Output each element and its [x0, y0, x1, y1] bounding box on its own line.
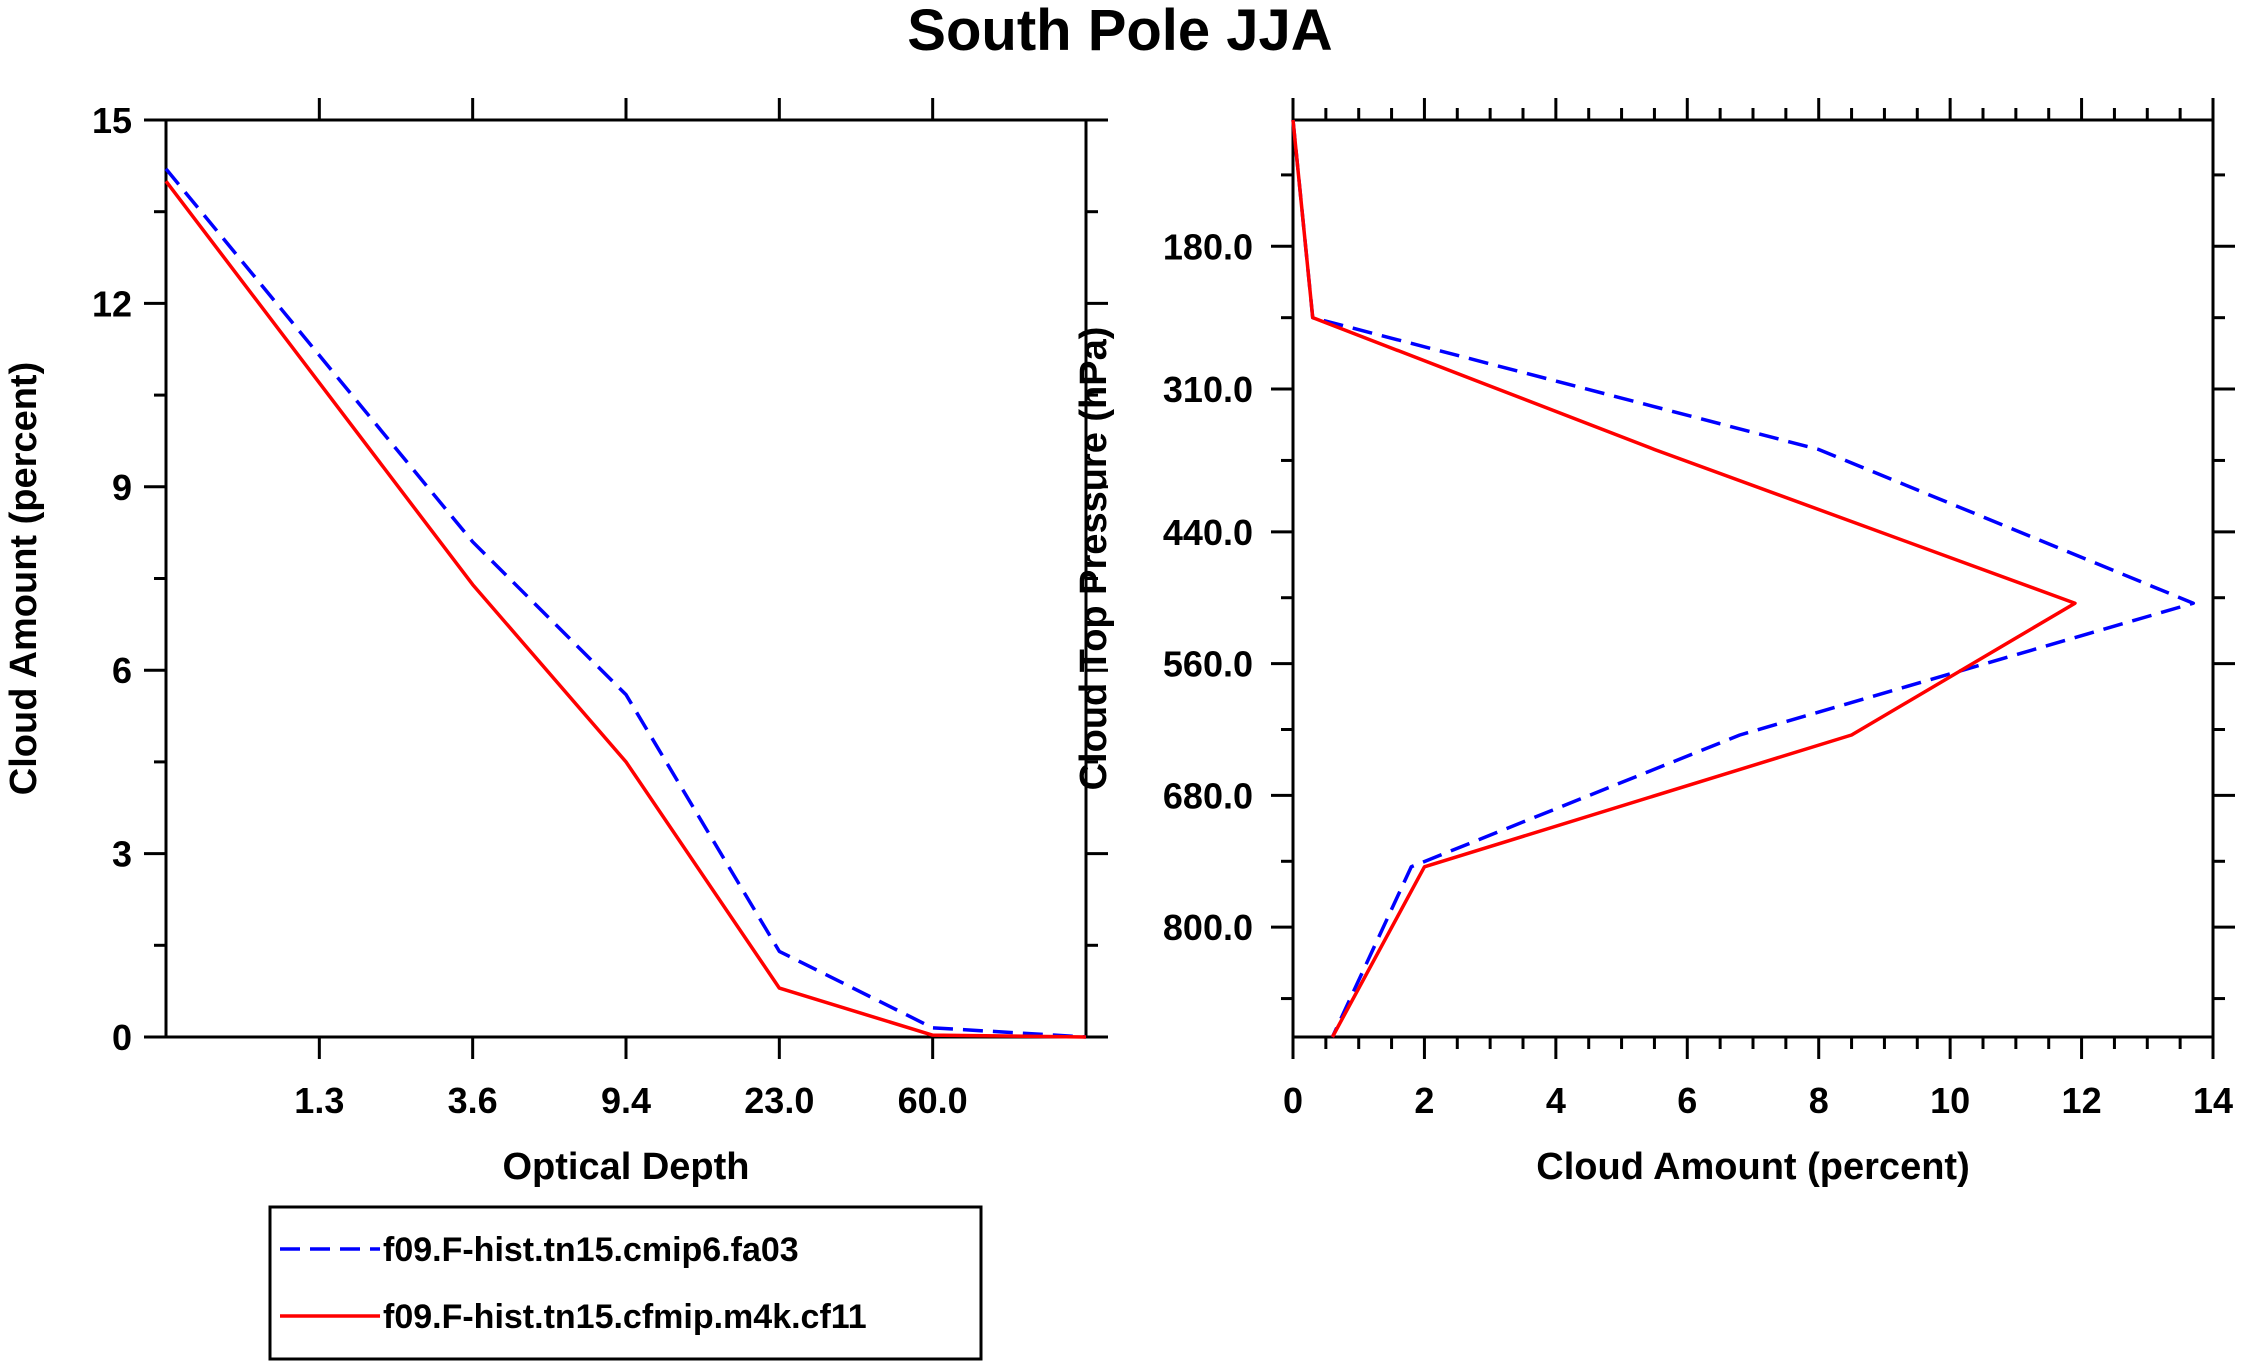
left-x-axis-label: Optical Depth: [502, 1146, 749, 1188]
right-panel-cloud-top-pressure: 0 2 4 6 8 10 12 14 180.0 310.0 440.0 560.0 680.0 800.…: [1073, 98, 2235, 1188]
right-x-tick-label: 6: [1677, 1080, 1697, 1121]
right-y-tick-label: 560.0: [1163, 644, 1253, 685]
right-x-tick-label: 2: [1414, 1080, 1434, 1121]
legend-label-cmip6-fa03: f09.F-hist.tn15.cmip6.fa03: [383, 1231, 799, 1269]
left-panel-optical-depth: 0 3 6 9 12 15 1.3 3.6 9.4 23.0 60.0 Optical Depth Cl…: [3, 98, 1108, 1188]
left-y-tick-label: 3: [112, 834, 132, 875]
right-x-tick-label: 14: [2193, 1080, 2233, 1121]
right-y-tick-label: 180.0: [1163, 226, 1253, 267]
left-series-f09-f-hist-tn15-cmip6-fa03: [164, 167, 1087, 1039]
right-x-tick-label: 8: [1809, 1080, 1829, 1121]
right-plot-frame: [1291, 118, 2215, 1039]
right-y-tick-label: 800.0: [1163, 907, 1253, 948]
right-y-axis-label: Cloud Top Pressure (hPa): [1073, 327, 1115, 791]
right-y-tick-label: 680.0: [1163, 775, 1253, 816]
left-plot-frame: [164, 118, 1088, 1039]
right-x-axis-label: Cloud Amount (percent): [1536, 1146, 1969, 1188]
left-series-f09-f-hist-tn15-cfmip-m4k-cf11: [164, 180, 1087, 1039]
right-x-tick-label: 10: [1930, 1080, 1970, 1121]
right-series-f09-f-hist-tn15-cmip6-fa03: [1291, 119, 2196, 1038]
right-y-tick-label: 310.0: [1163, 369, 1253, 410]
legend-box: [268, 1205, 983, 1361]
left-x-tick-label: 3.6: [448, 1080, 498, 1121]
right-x-tick-label: 4: [1546, 1080, 1566, 1121]
right-x-tick-label: 12: [2062, 1080, 2102, 1121]
left-y-tick-label: 12: [92, 283, 132, 324]
left-y-tick-label: 15: [92, 100, 132, 141]
left-x-tick-label: 9.4: [601, 1080, 651, 1121]
left-x-tick-label: 1.3: [294, 1080, 344, 1121]
left-y-tick-label: 0: [112, 1017, 132, 1058]
right-series-f09-f-hist-tn15-cfmip-m4k-cf11: [1291, 119, 2077, 1038]
left-y-tick-label: 9: [112, 467, 132, 508]
legend: f09.F-hist.tn15.cmip6.fa03 f09.F-hist.tn…: [268, 1205, 983, 1361]
right-x-tick-label: 0: [1283, 1080, 1303, 1121]
left-y-axis-label: Cloud Amount (percent): [3, 362, 45, 795]
left-y-tick-label: 6: [112, 650, 132, 691]
left-x-tick-label: 60.0: [898, 1080, 968, 1121]
left-x-tick-label: 23.0: [744, 1080, 814, 1121]
chart-title: South Pole JJA: [907, 0, 1332, 63]
right-y-tick-label: 440.0: [1163, 512, 1253, 553]
legend-label-cfmip-m4k-cf11: f09.F-hist.tn15.cfmip.m4k.cf11: [383, 1298, 867, 1336]
